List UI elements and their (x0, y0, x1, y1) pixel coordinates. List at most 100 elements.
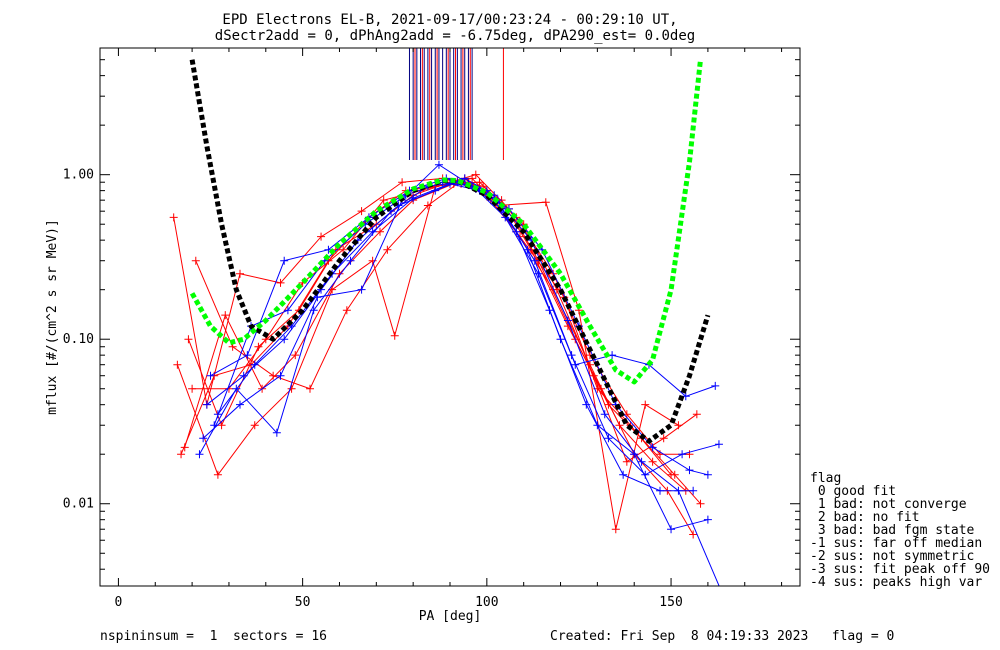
data-point (250, 421, 259, 430)
flag-legend-title: flag (810, 471, 841, 486)
y-tick-label: 1.00 (63, 168, 94, 183)
data-point (667, 525, 676, 534)
data-point (213, 470, 222, 479)
data-point (357, 207, 366, 216)
data-point (250, 360, 259, 369)
data-point (188, 384, 197, 393)
data-point (541, 198, 550, 207)
data-point (368, 227, 377, 236)
flag-legend-entry: 0 good fit (810, 484, 896, 499)
data-point (213, 410, 222, 419)
data-point (383, 245, 392, 254)
data-point (283, 306, 292, 315)
data-point (276, 278, 285, 287)
series-line (206, 177, 709, 530)
data-point (703, 470, 712, 479)
data-point (648, 457, 657, 466)
data-point (604, 434, 613, 443)
data-point (674, 486, 683, 495)
y-axis-label: mflux [#/(cm^2 s sr MeV)] (45, 219, 60, 415)
data-point (368, 256, 377, 265)
flag-legend-entry: 2 bad: no fit (810, 510, 920, 525)
data-point (471, 170, 480, 179)
data-point (206, 371, 215, 380)
data-point (611, 525, 620, 534)
data-point (280, 335, 289, 344)
data-point (269, 371, 278, 380)
data-point (696, 499, 705, 508)
data-point (604, 400, 613, 409)
data-point (357, 285, 366, 294)
data-point (446, 179, 454, 188)
data-point (191, 256, 200, 265)
data-point (692, 410, 701, 419)
data-point (475, 178, 484, 187)
data-point (637, 457, 646, 466)
data-point (556, 335, 565, 344)
data-point (346, 256, 355, 265)
data-point (571, 360, 580, 369)
data-point (169, 213, 178, 222)
chart-title-line2: dSectr2add = 0, dPhAng2add = -6.75deg, d… (215, 28, 695, 44)
data-point (689, 530, 698, 539)
data-point (678, 450, 687, 459)
data-point (173, 360, 182, 369)
data-point (379, 196, 388, 205)
x-axis-label: PA [deg] (419, 609, 482, 624)
black-fit (189, 59, 711, 444)
data-point (530, 256, 539, 265)
data-point (667, 470, 676, 479)
data-point (291, 351, 300, 360)
data-point (199, 434, 208, 443)
data-point (685, 466, 694, 475)
data-point (423, 201, 432, 210)
data-point (641, 400, 650, 409)
axes: 0 50 100 150 0.01 0.10 1.00 (63, 48, 800, 610)
data-point (600, 410, 609, 419)
plot-clip-group (169, 48, 730, 607)
data-point (335, 269, 344, 278)
data-point (272, 428, 281, 437)
data-point (641, 470, 650, 479)
data-point (622, 457, 631, 466)
data-point (342, 306, 351, 315)
flag-legend-entry: -1 sus: far off median (810, 536, 982, 551)
data-point (280, 256, 289, 265)
data-point (619, 470, 628, 479)
data-point (714, 440, 723, 449)
data-point (184, 335, 193, 344)
data-point (221, 311, 230, 320)
data-point (689, 486, 698, 495)
data-point (217, 421, 226, 430)
data-point (563, 316, 572, 325)
data-point (434, 160, 443, 169)
data-point (711, 381, 720, 390)
data-point (276, 371, 285, 380)
flag-legend-entry: -3 sus: fit peak off 90 (810, 562, 990, 577)
data-point (468, 174, 477, 183)
flag-legend: flag 0 good fit 1 bad: not converge 2 ba… (810, 471, 990, 590)
data-point (398, 178, 407, 187)
data-point (685, 450, 694, 459)
y-tick-label: 0.10 (63, 332, 94, 347)
y-tick-label: 0.01 (63, 497, 94, 512)
flag-legend-entry: -4 sus: peaks high var (810, 575, 982, 590)
data-point (659, 434, 668, 443)
data-point (656, 486, 664, 495)
plot-area (169, 48, 730, 607)
data-point (287, 384, 296, 393)
x-tick-label: 100 (475, 595, 498, 610)
data-point (534, 269, 543, 278)
data-point (317, 232, 326, 241)
series-line (202, 164, 720, 586)
data-point (243, 351, 252, 360)
data-point (195, 450, 204, 459)
data-point (722, 599, 730, 607)
data-point (177, 450, 186, 459)
data-point (593, 421, 602, 430)
footer-left: nspininsum = 1 sectors = 16 (100, 629, 327, 644)
chart-title-line1: EPD Electrons EL-B, 2021-09-17/00:23:24 … (222, 12, 677, 28)
data-point (648, 443, 657, 452)
data-point (180, 443, 189, 452)
